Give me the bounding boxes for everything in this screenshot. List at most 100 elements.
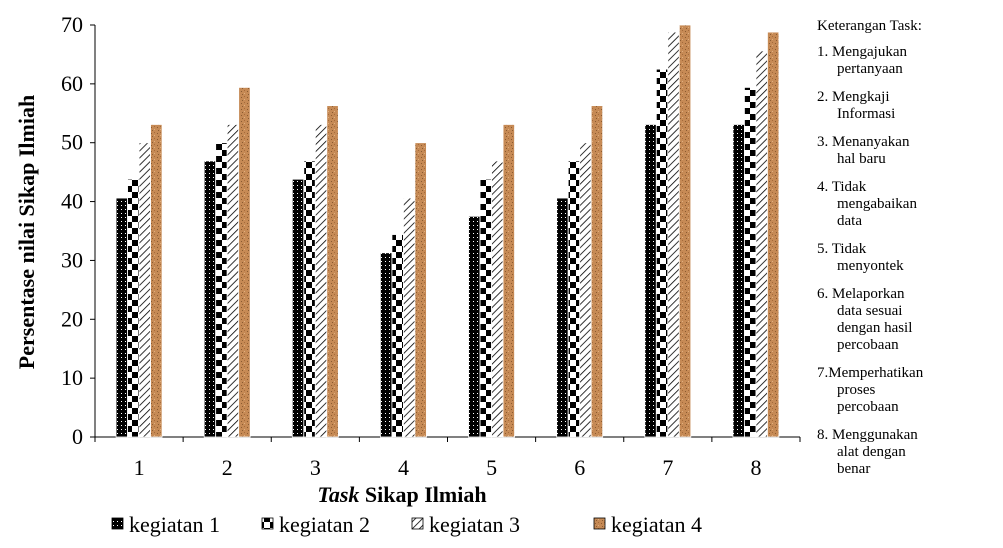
y-tick-label: 10 [61,365,83,390]
note-item-line: mengabaikan [837,196,917,212]
note-item-first-line: 6. Melaporkan [817,286,1003,303]
note-item: 2. Mengkaji Informasi [817,89,1003,123]
note-item-line: menyontek [837,258,904,274]
note-item-number: 2. [817,89,832,105]
legend-swatch [261,517,274,530]
y-axis: 0 10 20 30 40 50 60 70 [61,12,96,449]
task-notes: Keterangan Task: 1. Mengajukan pertanyaan… [817,18,1003,489]
bar-kegiatan-1-task-6 [556,197,569,438]
note-item-number: 1. [817,44,832,60]
note-item-number: 5. [817,241,832,257]
y-tick-label: 40 [61,189,83,214]
x-tick-label: 4 [398,455,409,480]
legend-label: kegiatan 1 [129,512,220,537]
bar-kegiatan-1-task-5 [468,215,481,438]
bar-kegiatan-4-task-1 [150,124,163,438]
bar-kegiatan-3-task-3 [314,124,328,438]
note-item-number: 6. [817,286,832,302]
bar-kegiatan-3-task-6 [579,142,592,438]
note-item-number: 8. [817,427,832,443]
note-item: 5. Tidak menyontek [817,241,1003,275]
note-item-first-line: 3. Menanyakan [817,134,1003,151]
x-axis: 1 2 3 4 5 6 7 8 [94,436,801,480]
notes-heading: Keterangan Task: [817,18,922,34]
note-item: 3. Menanyakan hal baru [817,134,1003,168]
bar-kegiatan-4-task-3 [326,105,339,438]
note-item-text: Menanyakan [832,134,910,150]
note-item: 4. Tidak mengabaikan data [817,179,1003,230]
x-tick-label: 3 [310,455,321,480]
bar-kegiatan-2-task-3 [303,160,316,438]
note-item-text: Memperhatikan [828,365,924,381]
note-item-line: dengan hasil [837,320,913,336]
note-item-line: proses [837,382,876,398]
y-tick-label: 70 [61,12,83,37]
bar-kegiatan-1-task-3 [291,178,305,438]
legend-swatch [593,517,606,530]
note-item-text: Melaporkan [832,286,905,302]
note-item-first-line: 1. Mengajukan [817,44,1003,61]
bar-kegiatan-4-task-5 [502,124,515,438]
bar-kegiatan-3-task-4 [403,197,416,438]
legend-label: kegiatan 4 [611,512,702,537]
note-item-number: 3. [817,134,832,150]
note-item-line: percobaan [837,337,899,353]
y-tick-label: 50 [61,130,83,155]
note-item-line: hal baru [837,151,886,167]
note-item-first-line: 8. Menggunakan [817,427,1003,444]
x-tick-label: 6 [574,455,585,480]
note-item-text: Menggunakan [832,427,918,443]
x-tick-label: 5 [486,455,497,480]
bar-kegiatan-4-task-4 [414,142,427,438]
note-item-line: data [837,213,862,229]
note-item-number: 7. [817,365,829,381]
legend: kegiatan 1 kegiatan 2 kegiatan 3 kegiatan 4 [111,512,702,537]
bar-kegiatan-1-task-2 [203,160,217,438]
note-item-first-line: 2. Mengkaji [817,89,1003,106]
note-item-first-line: 5. Tidak [817,241,1003,258]
bar-kegiatan-3-task-2 [226,124,240,438]
bars [115,24,780,438]
note-item-first-line: 7.Memperhatikan [817,365,1003,382]
bar-kegiatan-3-task-7 [667,31,680,438]
x-tick-label: 7 [662,455,673,480]
x-axis-label-italic: Task [317,482,359,507]
bar-kegiatan-1-task-1 [115,197,128,438]
note-item-text: Mengajukan [832,44,907,60]
y-tick-label: 0 [72,424,83,449]
bar-kegiatan-2-task-2 [215,142,228,438]
bar-kegiatan-3-task-5 [491,160,504,438]
note-item-line: Informasi [837,106,896,122]
bar-kegiatan-1-task-8 [732,124,745,438]
y-tick-label: 60 [61,71,83,96]
legend-label: kegiatan 3 [429,512,520,537]
bar-kegiatan-2-task-5 [479,178,492,438]
bar-kegiatan-1-task-4 [380,252,393,438]
note-item-line: percobaan [837,399,899,415]
legend-swatch [411,517,424,530]
x-tick-label: 1 [134,455,145,480]
bar-kegiatan-2-task-8 [744,86,757,438]
bar-kegiatan-2-task-7 [655,68,669,438]
x-axis-label-rest: Sikap Ilmiah [359,482,486,507]
bar-kegiatan-3-task-1 [138,142,151,438]
note-item: 8. Menggunakan alat dengan benar [817,427,1003,478]
x-tick-label: 8 [750,455,761,480]
y-axis-label: Persentase nilai Sikap Ilmiah [14,95,39,369]
note-item-line: pertanyaan [837,61,903,77]
bar-kegiatan-4-task-2 [238,86,251,438]
notes-list: 1. Mengajukan pertanyaan 2. Mengkaji Inform… [817,44,1003,478]
bar-kegiatan-2-task-6 [567,160,581,438]
bar-kegiatan-1-task-7 [644,124,657,438]
note-item-first-line: 4. Tidak [817,179,1003,196]
bar-kegiatan-4-task-8 [767,31,780,438]
legend-label: kegiatan 2 [279,512,370,537]
note-item-line: benar [837,461,871,477]
bar-kegiatan-4-task-6 [590,105,604,438]
note-item: 6. Melaporkan data sesuai dengan hasil perc… [817,286,1003,354]
bar-chart: 0 10 20 30 40 50 60 70 1 2 3 4 5 6 7 8 Persentase nila… [14,12,801,537]
x-tick-label: 2 [222,455,233,480]
note-item: 7.Memperhatikan proses percobaan [817,365,1003,416]
y-tick-label: 20 [61,306,83,331]
bar-kegiatan-2-task-1 [127,178,140,438]
